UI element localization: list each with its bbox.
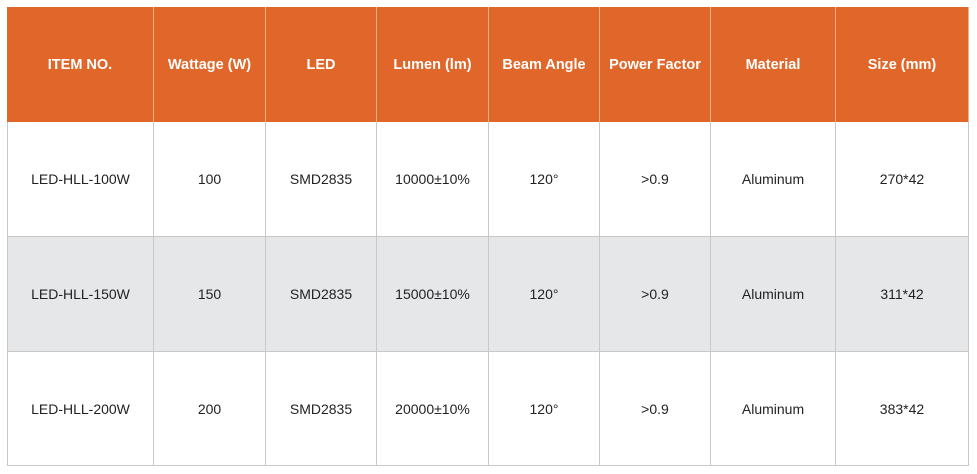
table-cell: 270*42: [836, 122, 969, 237]
table-cell: 200: [154, 352, 266, 466]
header-cell: Beam Angle: [489, 7, 600, 122]
table-cell: >0.9: [600, 352, 711, 466]
table-cell: >0.9: [600, 122, 711, 237]
header-cell: Size (mm): [836, 7, 969, 122]
table-cell: 150: [154, 237, 266, 352]
table-cell: LED-HLL-150W: [7, 237, 154, 352]
header-cell: ITEM NO.: [7, 7, 154, 122]
table-cell: SMD2835: [266, 352, 377, 466]
table-cell: Aluminum: [711, 237, 836, 352]
header-cell: Power Factor: [600, 7, 711, 122]
table-cell: 311*42: [836, 237, 969, 352]
table-cell: Aluminum: [711, 352, 836, 466]
table-cell: LED-HLL-200W: [7, 352, 154, 466]
table-cell: 120°: [489, 237, 600, 352]
table-cell: 100: [154, 122, 266, 237]
header-cell: Material: [711, 7, 836, 122]
table-cell: 383*42: [836, 352, 969, 466]
header-cell: Wattage (W): [154, 7, 266, 122]
table-cell: LED-HLL-100W: [7, 122, 154, 237]
header-cell: LED: [266, 7, 377, 122]
header-cell: Lumen (lm): [377, 7, 489, 122]
spec-table: ITEM NO. Wattage (W) LED Lumen (lm) Beam Ang…: [7, 7, 969, 466]
table-cell: 15000±10%: [377, 237, 489, 352]
table-cell: 120°: [489, 352, 600, 466]
table-cell: >0.9: [600, 237, 711, 352]
table-cell: SMD2835: [266, 237, 377, 352]
table-cell: Aluminum: [711, 122, 836, 237]
table-cell: 10000±10%: [377, 122, 489, 237]
table-cell: 20000±10%: [377, 352, 489, 466]
table-cell: SMD2835: [266, 122, 377, 237]
table-cell: 120°: [489, 122, 600, 237]
